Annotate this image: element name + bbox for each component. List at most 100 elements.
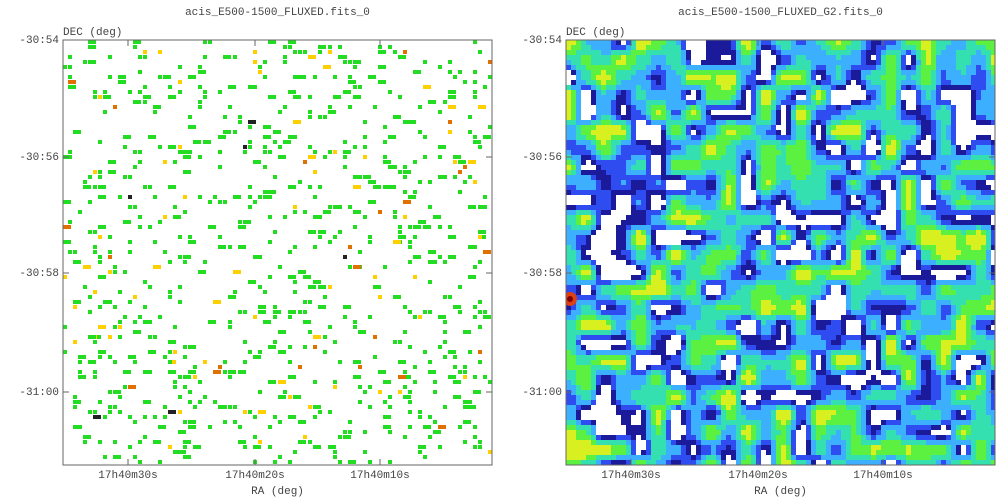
pixel bbox=[656, 80, 661, 85]
pixel bbox=[941, 55, 946, 60]
pixel bbox=[631, 110, 636, 115]
pixel bbox=[676, 205, 681, 210]
pixel bbox=[596, 55, 601, 60]
pixel bbox=[686, 240, 691, 245]
pixel bbox=[686, 275, 691, 280]
pixel bbox=[906, 255, 911, 260]
pixel bbox=[856, 220, 861, 225]
pixel bbox=[701, 95, 706, 100]
pixel bbox=[268, 425, 272, 429]
pixel bbox=[781, 170, 786, 175]
pixel bbox=[701, 125, 706, 130]
pixel bbox=[741, 40, 746, 45]
pixel bbox=[651, 55, 656, 60]
pixel bbox=[616, 130, 621, 135]
pixel bbox=[641, 75, 646, 80]
pixel bbox=[971, 165, 976, 170]
pixel bbox=[951, 115, 956, 120]
pixel bbox=[606, 55, 611, 60]
pixel bbox=[816, 200, 821, 205]
pixel bbox=[666, 110, 671, 115]
pixel bbox=[841, 260, 846, 265]
pixel bbox=[343, 435, 351, 439]
pixel bbox=[806, 265, 811, 270]
pixel bbox=[891, 95, 896, 100]
pixel bbox=[646, 165, 651, 170]
pixel bbox=[636, 225, 641, 230]
pixel bbox=[731, 95, 736, 100]
pixel bbox=[976, 130, 981, 135]
pixel bbox=[931, 110, 936, 115]
pixel bbox=[976, 205, 981, 210]
pixel bbox=[941, 45, 946, 50]
pixel bbox=[711, 215, 716, 220]
pixel bbox=[616, 185, 621, 190]
pixel bbox=[586, 110, 591, 115]
pixel bbox=[113, 270, 117, 274]
pixel bbox=[931, 270, 936, 275]
pixel bbox=[433, 430, 441, 434]
pixel bbox=[581, 165, 586, 170]
pixel bbox=[711, 245, 716, 250]
pixel bbox=[463, 165, 467, 169]
pixel bbox=[856, 180, 861, 185]
pixel bbox=[926, 175, 931, 180]
pixel bbox=[911, 80, 916, 85]
pixel bbox=[991, 180, 995, 185]
pixel bbox=[188, 400, 192, 404]
pixel bbox=[746, 125, 751, 130]
pixel bbox=[926, 180, 931, 185]
pixel bbox=[756, 155, 761, 160]
pixel bbox=[911, 245, 916, 250]
pixel bbox=[403, 375, 411, 379]
pixel bbox=[656, 265, 661, 270]
pixel bbox=[571, 45, 576, 50]
pixel bbox=[821, 225, 826, 230]
pixel bbox=[78, 210, 82, 214]
pixel bbox=[836, 120, 841, 125]
pixel bbox=[746, 130, 751, 135]
pixel bbox=[891, 185, 896, 190]
pixel bbox=[313, 335, 321, 339]
pixel bbox=[651, 185, 656, 190]
pixel bbox=[811, 95, 816, 100]
pixel bbox=[861, 135, 866, 140]
pixel bbox=[616, 55, 621, 60]
pixel bbox=[881, 220, 886, 225]
pixel bbox=[731, 225, 736, 230]
pixel bbox=[766, 195, 771, 200]
pixel bbox=[746, 145, 751, 150]
pixel bbox=[676, 115, 681, 120]
pixel bbox=[746, 120, 751, 125]
pixel bbox=[358, 400, 362, 404]
pixel bbox=[418, 180, 422, 184]
pixel bbox=[168, 260, 172, 264]
pixel bbox=[841, 220, 846, 225]
pixel bbox=[856, 245, 861, 250]
pixel bbox=[826, 210, 831, 215]
pixel bbox=[601, 115, 606, 120]
pixel bbox=[811, 230, 816, 235]
pixel bbox=[931, 245, 936, 250]
pixel bbox=[881, 75, 886, 80]
pixel bbox=[781, 50, 786, 55]
pixel bbox=[278, 420, 282, 424]
pixel bbox=[686, 160, 691, 165]
pixel bbox=[811, 210, 816, 215]
pixel bbox=[956, 130, 961, 135]
pixel bbox=[941, 195, 946, 200]
pixel bbox=[916, 55, 921, 60]
pixel bbox=[681, 180, 686, 185]
pixel bbox=[601, 140, 606, 145]
pixel bbox=[636, 260, 641, 265]
pixel bbox=[656, 225, 661, 230]
pixel bbox=[656, 75, 661, 80]
pixel bbox=[976, 250, 981, 255]
pixel bbox=[601, 245, 606, 250]
pixel bbox=[606, 230, 611, 235]
pixel bbox=[641, 205, 646, 210]
pixel bbox=[473, 95, 477, 99]
pixel bbox=[971, 170, 976, 175]
pixel bbox=[611, 275, 616, 280]
pixel bbox=[911, 150, 916, 155]
